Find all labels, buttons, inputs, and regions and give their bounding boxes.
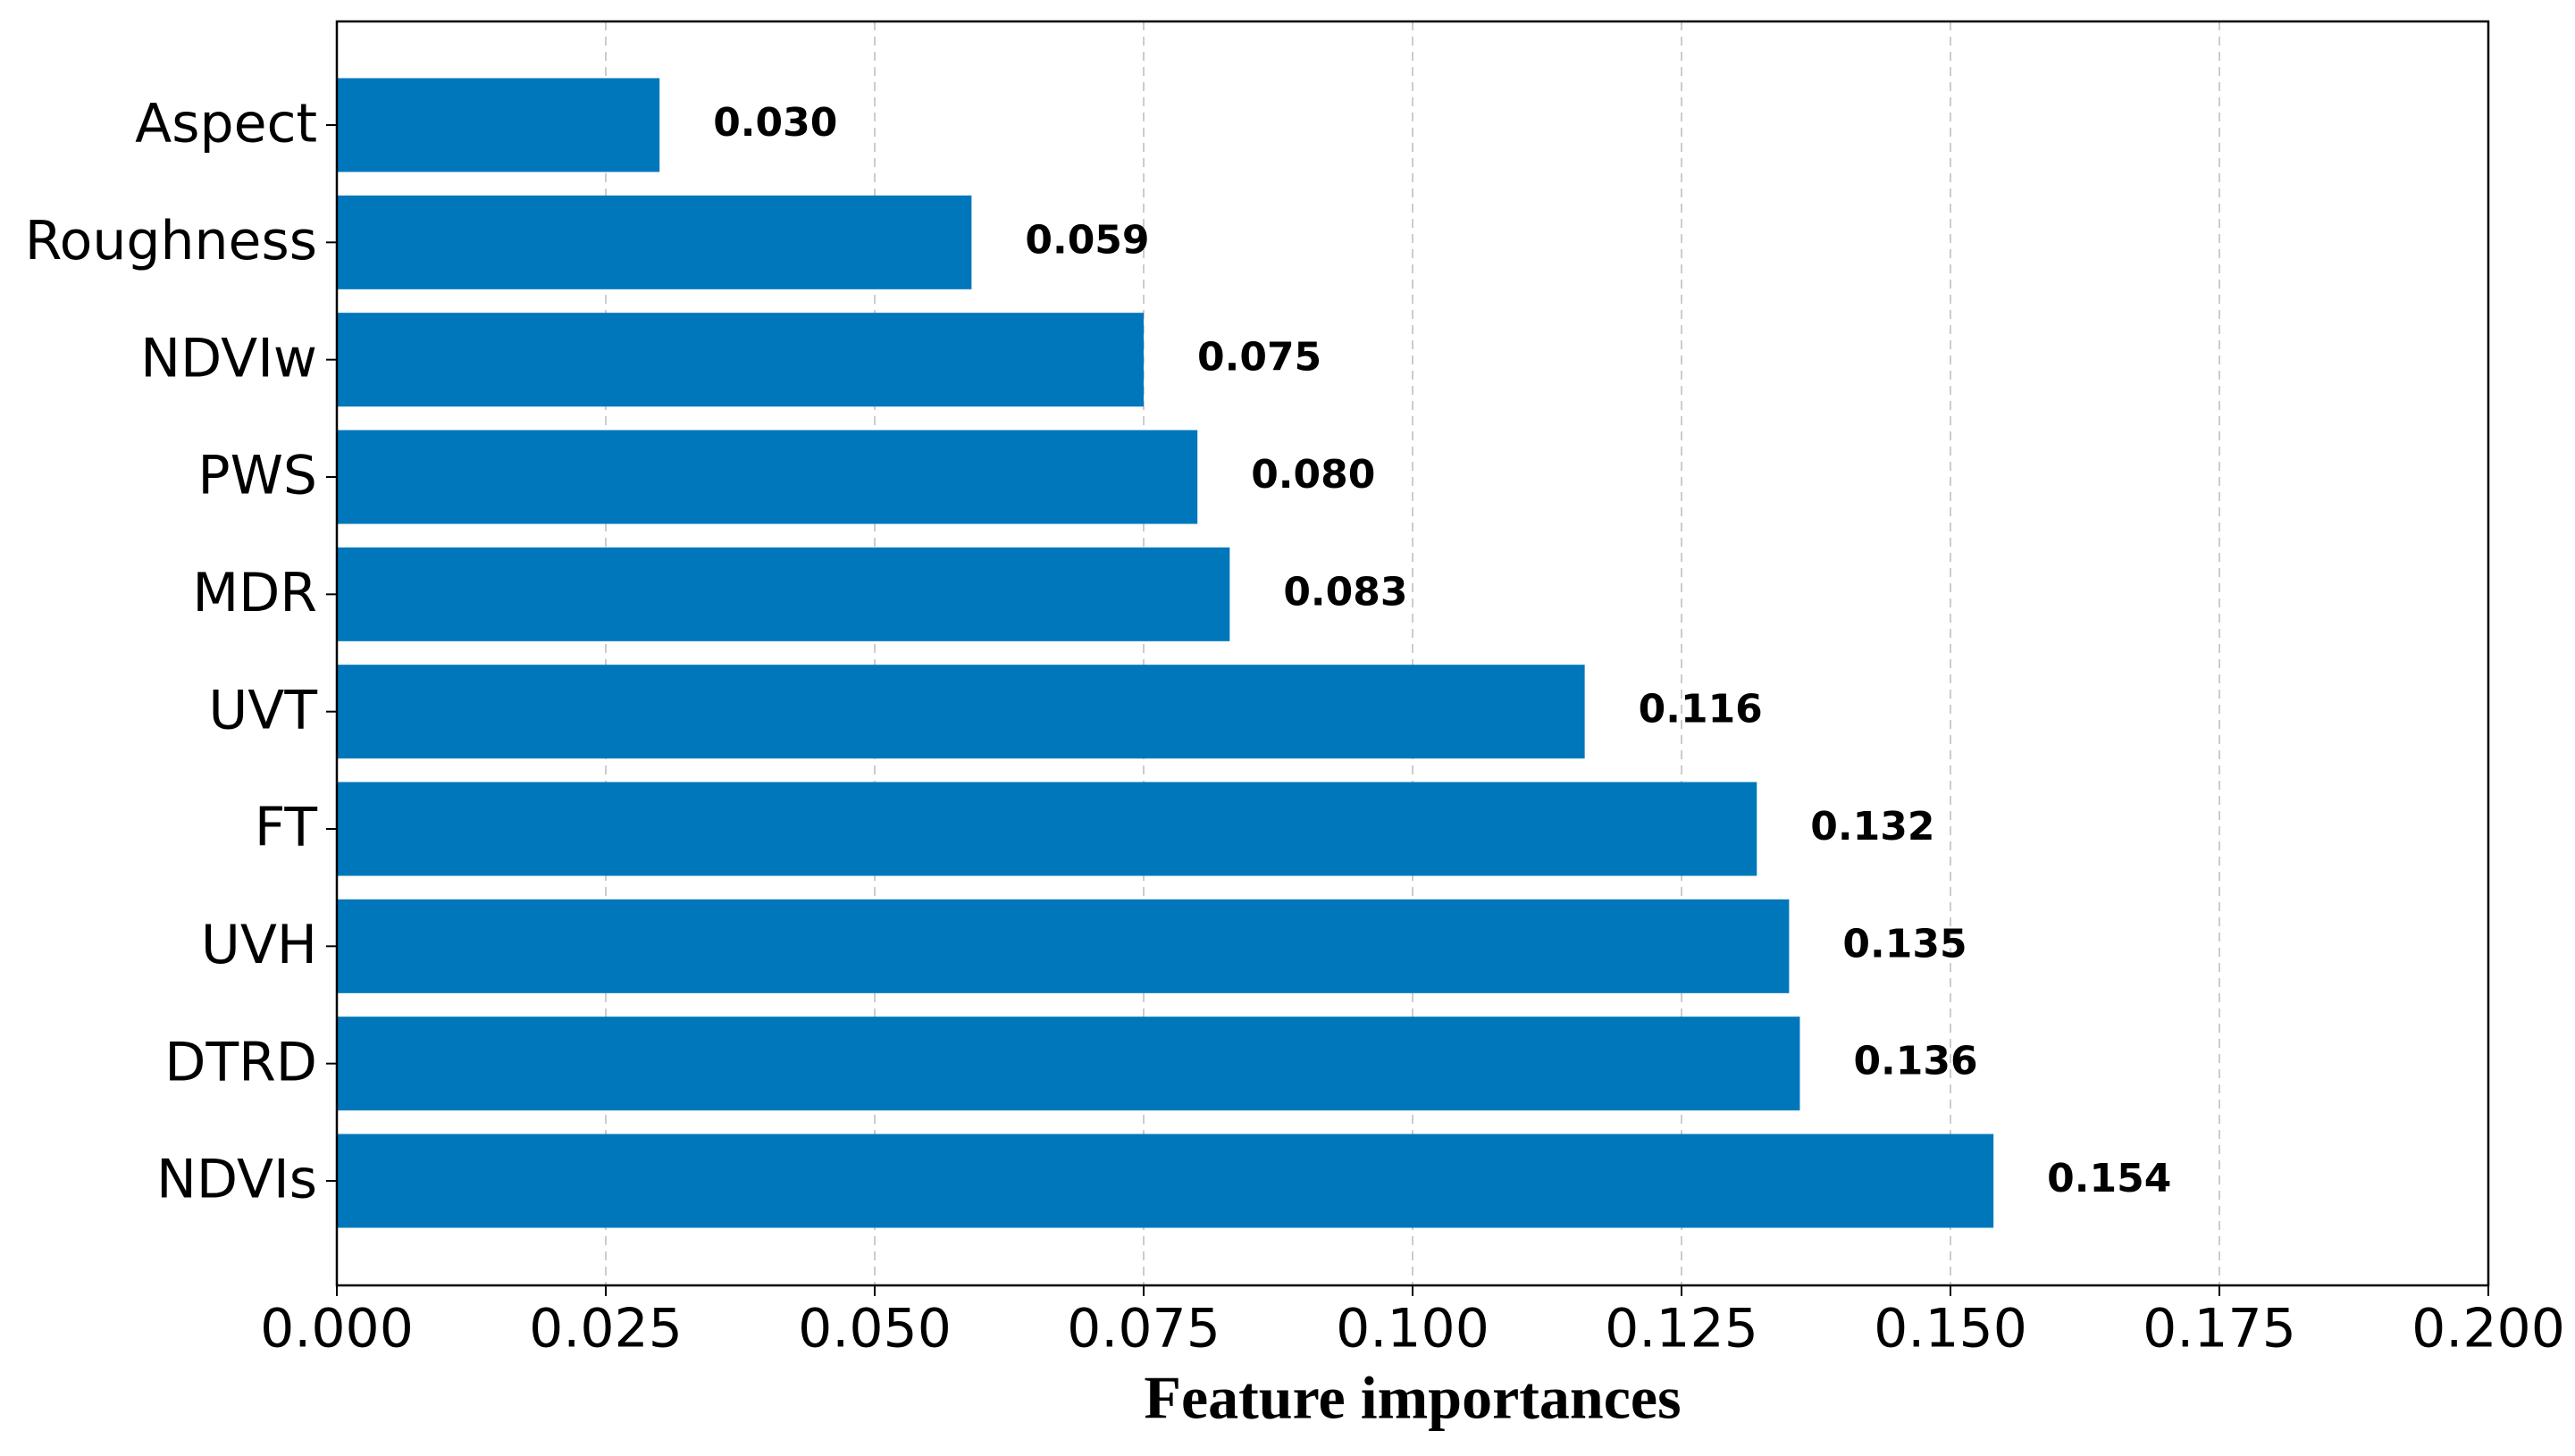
bar bbox=[337, 430, 1198, 524]
bar bbox=[337, 313, 1144, 407]
bar bbox=[337, 665, 1585, 759]
bar bbox=[337, 78, 660, 172]
value-label: 0.059 bbox=[1025, 217, 1149, 263]
x-tick-label: 0.125 bbox=[1605, 1298, 1758, 1360]
y-tick-label: Aspect bbox=[135, 93, 317, 155]
plot-frame bbox=[335, 20, 2490, 1287]
x-tick-label: 0.150 bbox=[1874, 1298, 2027, 1360]
bar bbox=[337, 1017, 1800, 1111]
bar bbox=[337, 899, 1790, 993]
y-tick-label: Roughness bbox=[25, 210, 317, 272]
x-tick-label: 0.200 bbox=[2411, 1298, 2565, 1360]
value-label: 0.030 bbox=[713, 100, 837, 146]
y-tick-label: PWS bbox=[197, 445, 317, 507]
y-tick-label: MDR bbox=[192, 562, 317, 624]
x-tick-label: 0.175 bbox=[2143, 1298, 2296, 1360]
bar bbox=[337, 782, 1757, 876]
y-tick-label: NDVIs bbox=[156, 1149, 317, 1211]
x-tick-label: 0.000 bbox=[260, 1298, 414, 1360]
bar bbox=[337, 547, 1230, 641]
value-label: 0.135 bbox=[1842, 921, 1967, 966]
x-tick-label: 0.025 bbox=[529, 1298, 683, 1360]
y-tick-label: UVH bbox=[201, 914, 317, 976]
x-tick-label: 0.100 bbox=[1336, 1298, 1489, 1360]
value-label: 0.154 bbox=[2047, 1156, 2171, 1201]
value-label: 0.132 bbox=[1810, 804, 1934, 849]
x-tick-label: 0.050 bbox=[798, 1298, 952, 1360]
y-tick-label: DTRD bbox=[164, 1031, 317, 1093]
y-tick-label: NDVIw bbox=[140, 327, 317, 389]
value-label: 0.136 bbox=[1853, 1039, 1977, 1084]
value-label: 0.080 bbox=[1251, 452, 1375, 498]
bar bbox=[337, 1134, 1994, 1228]
y-tick-label: FT bbox=[255, 797, 317, 859]
x-axis-label: Feature importances bbox=[1144, 1364, 1681, 1432]
x-tick-label: 0.075 bbox=[1067, 1298, 1220, 1360]
y-tick-label: UVT bbox=[208, 679, 317, 741]
value-label: 0.083 bbox=[1283, 569, 1407, 615]
bar bbox=[337, 195, 972, 289]
value-label: 0.075 bbox=[1197, 335, 1321, 381]
value-label: 0.116 bbox=[1639, 687, 1763, 732]
